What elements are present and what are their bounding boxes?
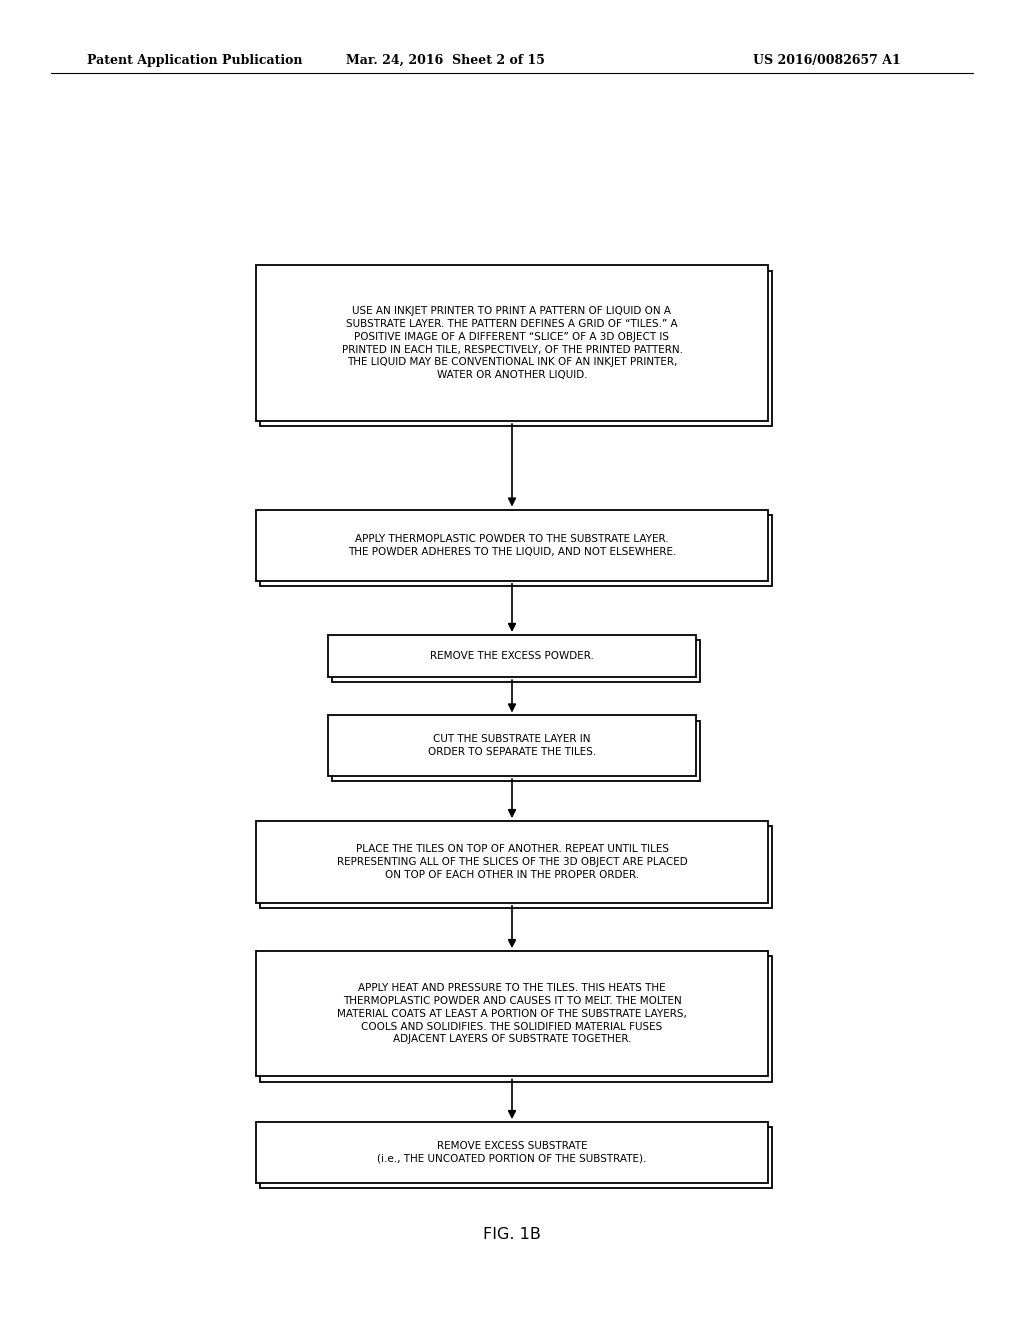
Text: USE AN INKJET PRINTER TO PRINT A PATTERN OF LIQUID ON A
SUBSTRATE LAYER. THE PAT: USE AN INKJET PRINTER TO PRINT A PATTERN… [341,306,683,380]
Bar [256,265,768,421]
Text: Mar. 24, 2016  Sheet 2 of 15: Mar. 24, 2016 Sheet 2 of 15 [346,54,545,67]
Bar [260,1127,772,1188]
Text: APPLY THERMOPLASTIC POWDER TO THE SUBSTRATE LAYER.
THE POWDER ADHERES TO THE LIQ: APPLY THERMOPLASTIC POWDER TO THE SUBSTR… [348,533,676,557]
Bar [256,510,768,581]
Text: FIG. 1B: FIG. 1B [483,1226,541,1242]
Bar [260,271,772,426]
Bar [260,515,772,586]
Text: PLACE THE TILES ON TOP OF ANOTHER. REPEAT UNTIL TILES
REPRESENTING ALL OF THE SL: PLACE THE TILES ON TOP OF ANOTHER. REPEA… [337,845,687,879]
Text: CUT THE SUBSTRATE LAYER IN
ORDER TO SEPARATE THE TILES.: CUT THE SUBSTRATE LAYER IN ORDER TO SEPA… [428,734,596,758]
Text: APPLY HEAT AND PRESSURE TO THE TILES. THIS HEATS THE
THERMOPLASTIC POWDER AND CA: APPLY HEAT AND PRESSURE TO THE TILES. TH… [337,983,687,1044]
Bar [256,1122,768,1183]
Bar [328,635,696,677]
Text: Patent Application Publication: Patent Application Publication [87,54,302,67]
Bar [260,956,772,1082]
Text: REMOVE THE EXCESS POWDER.: REMOVE THE EXCESS POWDER. [430,651,594,661]
Text: REMOVE EXCESS SUBSTRATE
(i.e., THE UNCOATED PORTION OF THE SUBSTRATE).: REMOVE EXCESS SUBSTRATE (i.e., THE UNCOA… [377,1140,647,1164]
Bar [256,950,768,1077]
Bar [260,826,772,908]
Bar [332,640,700,682]
Bar [256,821,768,903]
Bar [332,721,700,781]
Text: US 2016/0082657 A1: US 2016/0082657 A1 [754,54,901,67]
Bar [328,715,696,776]
